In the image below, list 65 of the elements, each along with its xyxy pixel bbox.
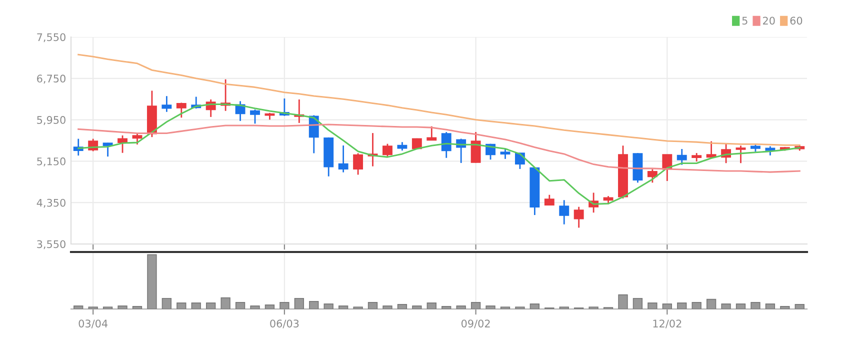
bar — [632, 298, 643, 309]
bar — [765, 304, 776, 309]
bar — [662, 304, 672, 309]
bar — [750, 302, 760, 309]
x-tick-label: 12/02 — [653, 320, 682, 328]
candlestick — [692, 152, 702, 162]
candlestick — [250, 108, 260, 124]
bar — [677, 302, 687, 309]
bar — [206, 302, 216, 309]
legend-label: 20 — [763, 16, 775, 25]
bar — [780, 306, 790, 309]
bar — [530, 304, 540, 309]
legend-label: 60 — [790, 16, 802, 25]
bar — [176, 302, 186, 309]
bar — [397, 304, 408, 309]
bar — [132, 306, 142, 309]
bar — [235, 302, 246, 309]
candlestick — [603, 195, 614, 205]
bar — [74, 306, 84, 309]
y-tick-label: 3,550 — [37, 240, 66, 250]
line-series — [78, 54, 800, 146]
bar — [368, 302, 378, 309]
y-tick-label: 5,950 — [37, 116, 66, 125]
legend-label: 5 — [742, 16, 748, 25]
bar — [692, 302, 702, 309]
bar — [426, 302, 436, 309]
bar — [442, 306, 452, 309]
y-tick-label: 4,350 — [36, 198, 66, 208]
y-tick-label: 7,550 — [37, 33, 66, 42]
bar — [280, 302, 290, 309]
bar — [486, 306, 496, 309]
bar — [118, 306, 128, 309]
x-tick-label: 03/04 — [78, 320, 108, 328]
candlestick — [544, 194, 554, 206]
bar — [324, 304, 334, 309]
bar — [264, 304, 275, 309]
candlestick — [353, 152, 364, 176]
bar — [191, 302, 201, 309]
candlestick — [264, 112, 275, 120]
x-tick-label: 09/02 — [461, 320, 490, 328]
bar — [706, 298, 716, 309]
candlestick — [162, 95, 172, 113]
candlestick — [382, 143, 392, 158]
bar — [721, 304, 731, 309]
bar — [294, 298, 304, 309]
bar — [220, 297, 230, 309]
bar — [147, 254, 157, 309]
bar — [736, 304, 746, 309]
y-tick-label: 5,150 — [37, 157, 66, 166]
bar — [794, 304, 804, 309]
x-tick-label: 06/03 — [270, 320, 299, 328]
bar — [309, 300, 319, 309]
y-tick-label: 6,750 — [37, 74, 66, 84]
bar — [250, 306, 260, 309]
bar — [618, 294, 628, 309]
candlestick — [500, 148, 510, 160]
bar — [162, 298, 172, 309]
candlestick — [412, 138, 422, 150]
bar — [648, 302, 658, 309]
candlestick — [426, 126, 437, 142]
bar — [456, 306, 466, 309]
bar — [338, 306, 348, 309]
bar — [470, 302, 481, 309]
bar — [412, 306, 422, 309]
bar — [382, 306, 392, 309]
